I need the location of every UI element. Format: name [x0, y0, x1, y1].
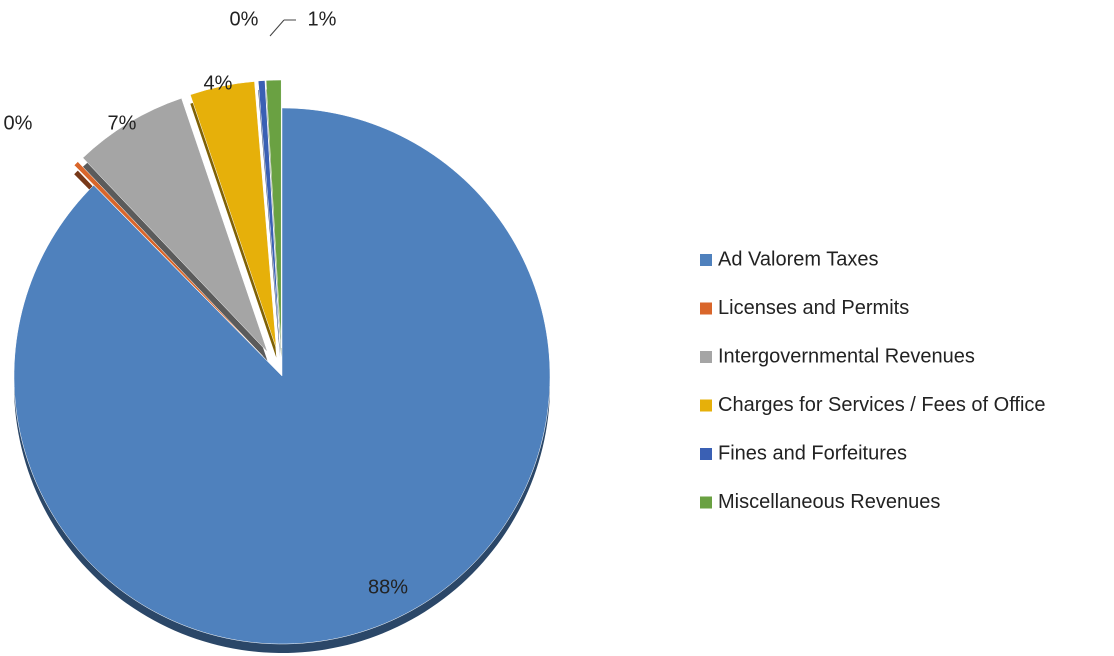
leader-line	[269, 19, 285, 37]
slice	[265, 79, 282, 349]
legend-swatch	[700, 496, 712, 509]
legend-swatch	[700, 448, 712, 460]
data-label: 7%	[108, 112, 137, 134]
legend-swatch	[700, 399, 712, 412]
data-label: 4%	[204, 72, 233, 94]
slice	[73, 161, 263, 357]
slice-side	[258, 89, 281, 358]
legend: Ad Valorem Taxes Licenses and Permits Inte…	[700, 248, 1046, 513]
data-label: 88%	[368, 576, 408, 598]
slice	[13, 107, 551, 645]
slice	[189, 81, 277, 349]
legend-swatch	[700, 302, 712, 315]
data-label: 0%	[4, 112, 33, 134]
legend-label: Licenses and Permits	[718, 297, 909, 319]
data-label: 1%	[308, 8, 337, 30]
legend-label: Fines and Forfeitures	[718, 442, 907, 464]
legend-label: Intergovernmental Revenues	[718, 345, 975, 367]
legend-swatch	[700, 351, 712, 363]
legend-label: Miscellaneous Revenues	[718, 491, 940, 513]
legend-swatch	[700, 254, 712, 266]
legend-label: Ad Valorem Taxes	[718, 248, 878, 270]
slice	[257, 80, 281, 349]
legend-label: Charges for Services / Fees of Office	[718, 394, 1046, 416]
slice	[82, 97, 268, 353]
data-label: 0%	[230, 8, 259, 30]
